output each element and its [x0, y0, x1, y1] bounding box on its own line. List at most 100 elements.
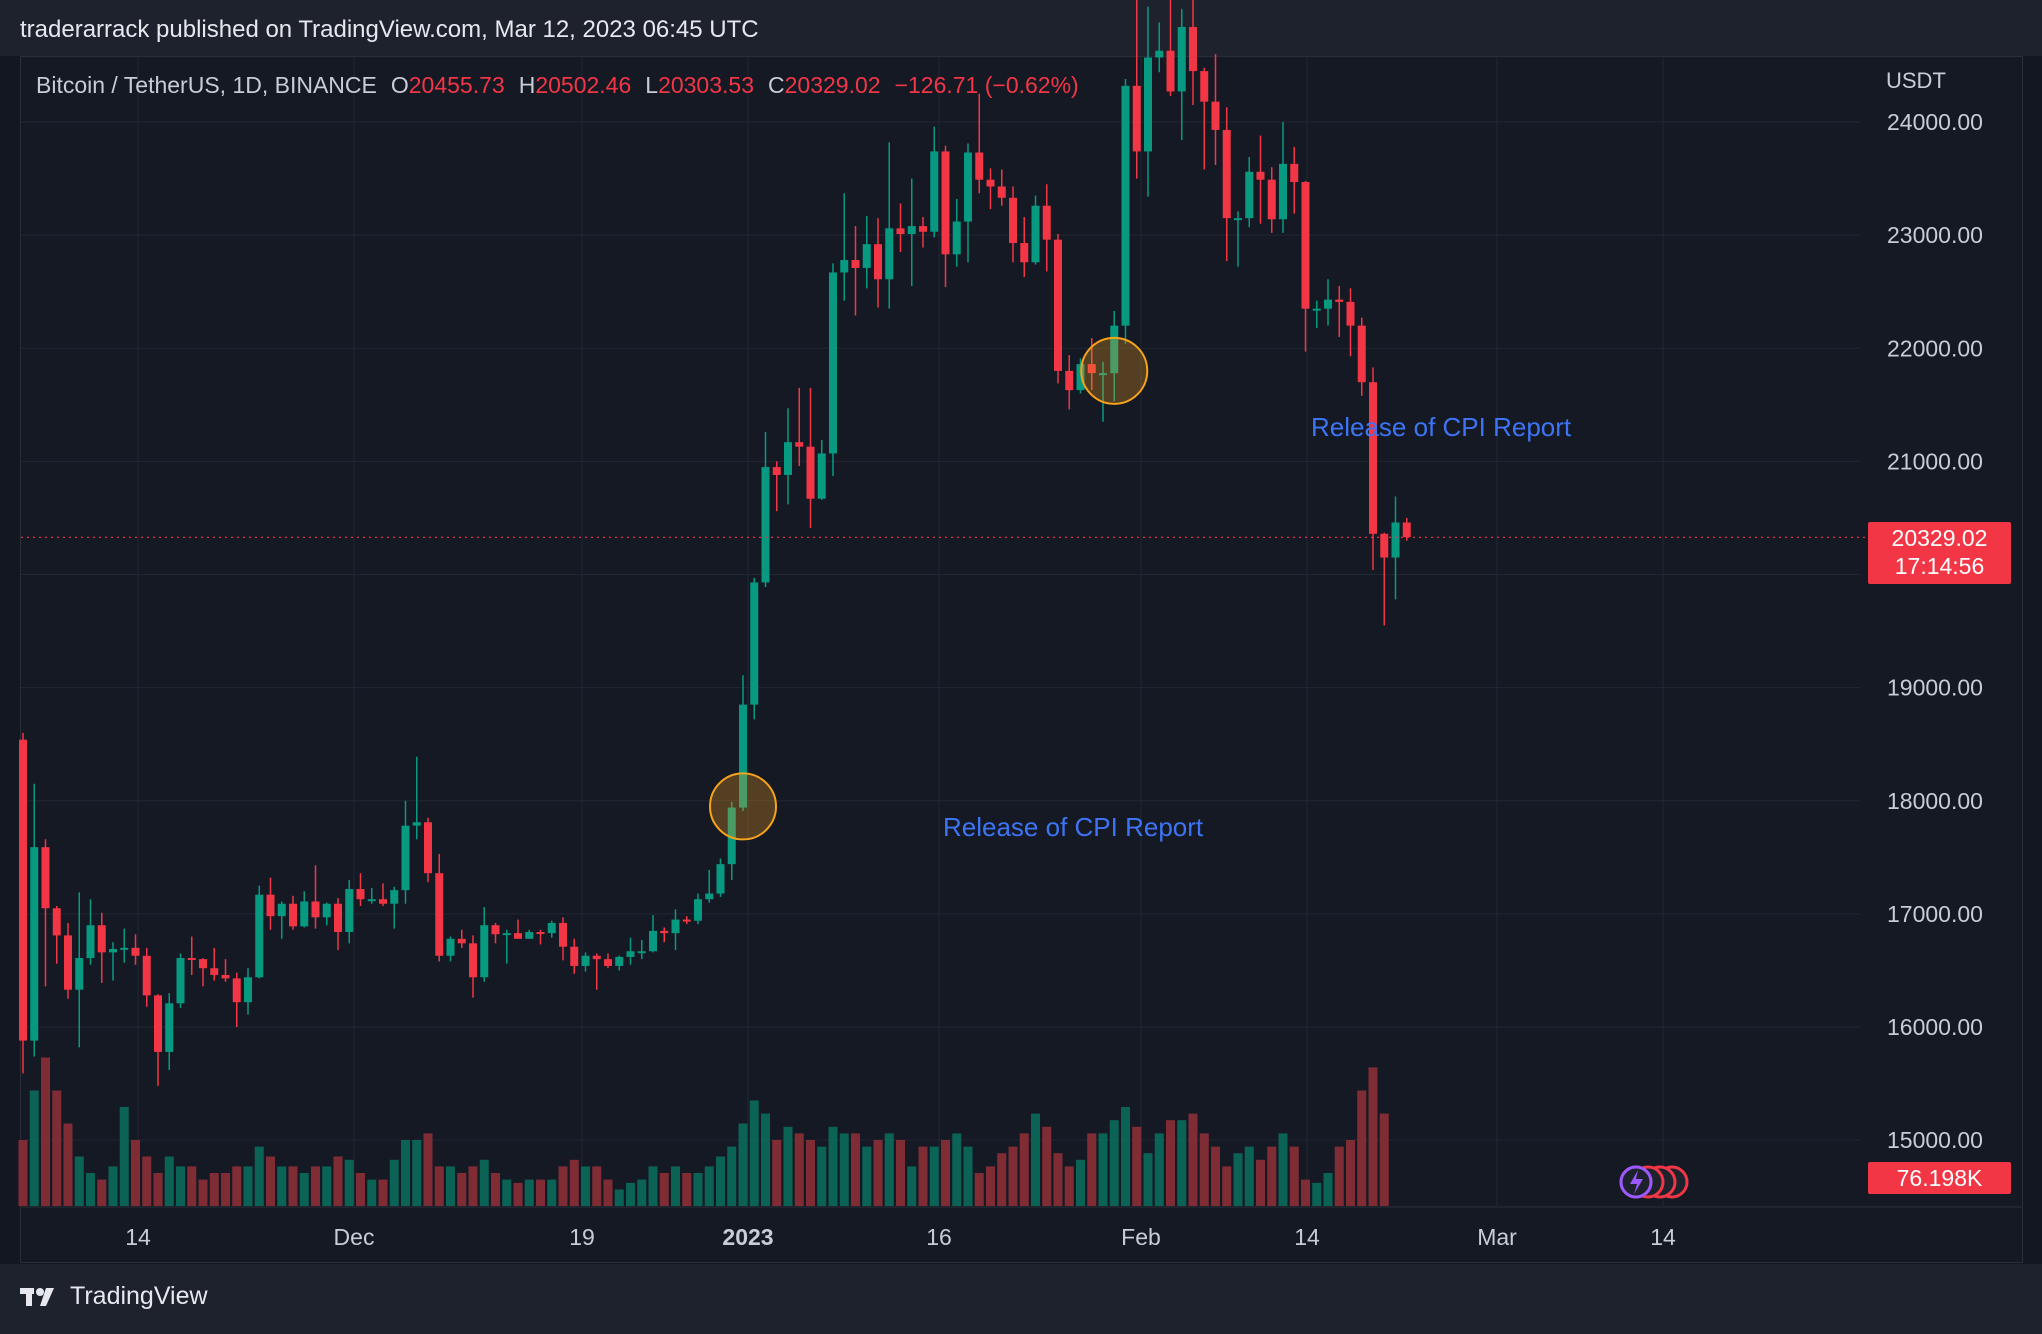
volume-bar — [1334, 1146, 1344, 1206]
price-tick-label: 19000.00 — [1887, 675, 1983, 701]
candle-body — [221, 975, 230, 979]
volume-bar — [1267, 1146, 1277, 1206]
volume-bar — [74, 1156, 84, 1206]
candle-body — [1166, 50, 1175, 92]
candle-body — [615, 956, 624, 966]
time-tick-label: 19 — [569, 1224, 595, 1250]
price-tick-label: 17000.00 — [1887, 901, 1983, 927]
volume-bar — [108, 1166, 118, 1206]
volume-bar — [524, 1179, 534, 1206]
close-key: C — [768, 72, 785, 98]
candle-body — [41, 847, 50, 909]
candle-body — [964, 152, 972, 222]
volume-bar — [558, 1166, 568, 1206]
volume-bar — [176, 1166, 185, 1206]
low-key: L — [645, 72, 659, 98]
volume-bar — [569, 1159, 579, 1206]
candle-body — [1346, 301, 1355, 326]
candle-body — [19, 739, 27, 1041]
candle-body — [502, 933, 511, 936]
candle-body — [1222, 129, 1231, 219]
volume-bar — [1278, 1133, 1288, 1206]
candle-body — [1020, 243, 1029, 263]
volume-bar — [839, 1133, 849, 1206]
volume-bar — [1244, 1146, 1254, 1206]
volume-bar — [963, 1146, 973, 1206]
volume-bar — [626, 1182, 635, 1206]
volume-bar — [873, 1140, 883, 1206]
candle-body — [244, 977, 252, 1003]
volume-bar — [119, 1107, 129, 1206]
volume-bar — [918, 1146, 928, 1206]
last-price-value: 20329.02 — [1891, 525, 1988, 551]
volume-bar — [1143, 1153, 1153, 1206]
candle-body — [64, 935, 72, 990]
volume-bar — [468, 1166, 478, 1206]
symbol-label[interactable]: Bitcoin / TetherUS, 1D, BINANCE — [36, 72, 377, 98]
price-tick-label: 21000.00 — [1887, 448, 1983, 474]
candle-body — [379, 899, 387, 904]
candle-body — [109, 948, 117, 953]
cpi-annotation-2[interactable]: Release of CPI Report — [1311, 412, 1572, 442]
candle-body — [907, 226, 916, 234]
candle-body — [1301, 181, 1310, 309]
candle-body — [1391, 522, 1400, 558]
volume-bar — [221, 1173, 230, 1206]
volume-bar — [1042, 1126, 1052, 1206]
candle-body — [1076, 364, 1085, 391]
volume-bar — [187, 1166, 197, 1206]
high-value: 20502.46 — [535, 72, 632, 98]
time-tick-label: 2023 — [722, 1224, 773, 1250]
candle-body — [851, 260, 860, 268]
volume-bar — [209, 1173, 219, 1206]
tradingview-brand[interactable]: TradingView — [20, 1282, 208, 1311]
volume-bar — [1357, 1090, 1367, 1206]
volume-bar — [86, 1173, 95, 1206]
candle-body — [446, 938, 455, 956]
open-value: 20455.73 — [408, 72, 505, 98]
candle-body — [739, 704, 747, 808]
candle-body — [1267, 179, 1276, 220]
volume-bar — [952, 1133, 962, 1206]
volume-bar — [232, 1166, 242, 1206]
candle-body — [1234, 218, 1242, 221]
volume-bar — [1368, 1067, 1378, 1206]
volume-bar — [1188, 1113, 1198, 1206]
candle-body — [435, 873, 444, 956]
cpi-annotation-1[interactable]: Release of CPI Report — [943, 812, 1204, 842]
candle-body — [176, 958, 185, 1004]
volume-bar — [18, 1140, 28, 1206]
volume-bar — [1301, 1179, 1310, 1206]
volume-bar — [929, 1146, 939, 1206]
candle-body — [52, 908, 61, 936]
volume-bar — [299, 1173, 309, 1206]
candle-body — [750, 582, 759, 705]
volume-bar — [97, 1179, 107, 1206]
volume-bar — [52, 1090, 62, 1206]
volume-bar — [828, 1126, 838, 1206]
candle-body — [1245, 171, 1254, 219]
volume-bar — [1199, 1133, 1209, 1206]
volume-bar — [547, 1179, 557, 1206]
volume-bar — [761, 1113, 770, 1206]
candle-body — [1009, 197, 1017, 244]
volume-bar — [378, 1179, 388, 1206]
volume-badge: 76.198K — [1868, 1162, 2011, 1194]
candle-body — [334, 903, 342, 933]
candle-body — [1087, 364, 1096, 374]
candle-body — [142, 955, 151, 996]
candle-body — [626, 951, 635, 957]
tradingview-logo-icon — [20, 1287, 54, 1306]
time-tick-label: 14 — [1650, 1224, 1676, 1250]
candle-body — [469, 943, 477, 978]
price-tick-label: 22000.00 — [1887, 335, 1983, 361]
candle-body — [649, 930, 657, 952]
volume-bar — [243, 1166, 253, 1206]
candle-body — [1110, 325, 1119, 374]
candle-body — [682, 919, 691, 922]
candle-body — [896, 228, 905, 234]
candle-body — [1121, 85, 1130, 326]
volume-bar — [311, 1166, 320, 1206]
lightning-icon — [1630, 1170, 1643, 1194]
